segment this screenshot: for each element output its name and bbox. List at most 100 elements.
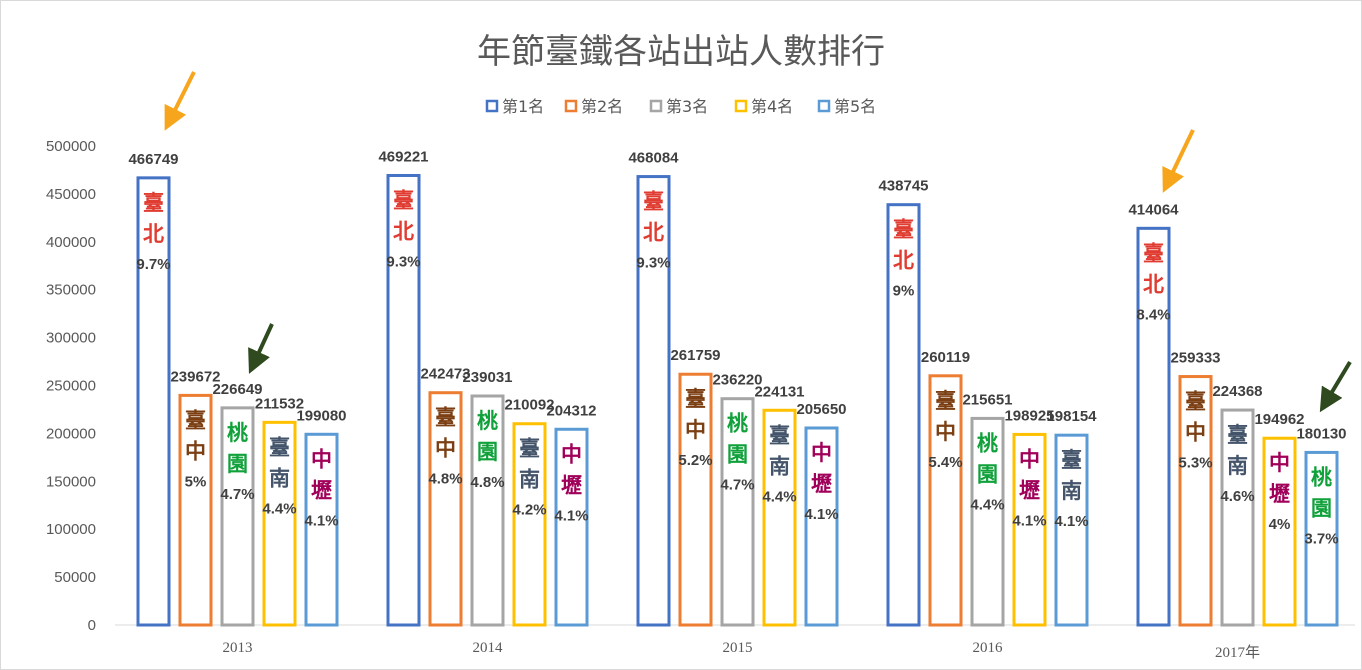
station-label: 中 [561,442,582,466]
bars: 466749臺北9.7%469221臺北9.3%468084臺北9.3%4387… [128,148,1347,627]
bar [762,408,797,627]
value-label: 468084 [628,150,679,167]
station-label: 北 [143,222,164,246]
bar [262,420,297,627]
share-label: 4.4% [970,496,1004,513]
share-label: 4.1% [304,512,338,529]
station-label: 臺 [393,188,414,212]
legend-label: 第3名 [666,97,708,116]
annotation-arrows [164,71,1352,413]
bar [636,175,671,627]
bar [678,372,713,627]
station-label: 北 [393,219,414,243]
value-label: 469221 [378,148,428,165]
value-label: 242473 [420,366,470,383]
station-label: 臺 [185,408,206,432]
y-tick-label: 500000 [46,138,96,155]
station-label: 壢 [561,473,582,497]
bar [136,176,171,627]
bar [720,397,755,627]
station-label: 臺 [435,406,456,430]
bar [386,173,421,627]
station-label: 北 [1143,272,1164,296]
station-label: 臺 [685,387,706,411]
station-label: 臺 [769,423,790,447]
share-label: 5.2% [678,452,712,469]
bar [1136,226,1171,627]
value-label: 438745 [878,178,928,195]
station-label: 園 [477,440,498,464]
legend-swatch [649,99,663,113]
legend-label: 第2名 [581,97,623,116]
share-label: 5% [185,473,207,490]
y-axis: 0 50000 100000 150000 200000 250000 300000 3500… [46,138,96,634]
share-label: 4.4% [262,500,296,517]
annotation-arrow [1162,129,1195,193]
share-label: 9.3% [636,255,670,272]
legend-label: 第4名 [751,97,793,116]
station-label: 桃 [227,421,248,445]
share-label: 9% [893,283,915,300]
station-label: 園 [977,462,998,486]
station-label: 中 [811,441,832,465]
legend-swatch [734,99,748,113]
station-label: 南 [769,454,790,478]
station-label: 壢 [1269,482,1290,506]
y-tick-label: 50000 [54,569,96,586]
value-label: 194962 [1254,411,1304,428]
value-label: 215651 [962,391,1012,408]
legend-swatch [817,99,831,113]
bar [470,394,505,627]
bar [886,203,921,627]
bar [928,374,963,627]
value-label: 226649 [212,381,262,398]
share-label: 9.3% [386,253,420,270]
value-label: 211532 [255,395,304,412]
y-tick-label: 0 [88,617,96,634]
bar [1304,450,1339,627]
share-label: 9.7% [136,256,170,273]
bar [1012,432,1047,627]
x-tick-label: 2013 [223,640,253,656]
station-label: 臺 [935,389,956,413]
share-label: 4.1% [804,506,838,523]
station-label: 臺 [1185,390,1206,414]
station-label: 中 [935,420,956,444]
legend-swatch [485,99,499,113]
share-label: 4.2% [512,502,546,519]
station-label: 臺 [269,435,290,459]
station-label: 中 [1019,447,1040,471]
bar [1262,436,1297,627]
value-label: 259333 [1170,350,1220,367]
share-label: 3.7% [1304,530,1338,547]
y-tick-label: 400000 [46,234,96,251]
station-label: 臺 [643,190,664,214]
bar [554,427,589,627]
bar [1054,433,1089,627]
station-label: 南 [519,468,540,492]
value-label: 204312 [546,402,596,419]
share-label: 5.4% [928,454,962,471]
x-tick-label: 2014 [473,640,504,656]
share-label: 5.3% [1178,455,1212,472]
annotation-arrow [164,71,196,131]
share-label: 4.7% [720,477,754,494]
station-label: 中 [185,439,206,463]
bar [804,426,839,627]
bar [1178,375,1213,627]
x-axis: 2013 2014 2015 2016 2017年 [223,640,1261,661]
value-label: 414064 [1128,201,1179,218]
value-label: 198925 [1004,407,1054,424]
x-tick-label: 2015 [723,640,753,656]
y-tick-label: 100000 [46,521,96,538]
station-label: 臺 [1227,423,1248,447]
bar [512,422,547,627]
station-label: 壢 [811,472,832,496]
x-tick-label: 2017年 [1215,644,1260,661]
share-label: 4.4% [762,488,796,505]
y-tick-label: 150000 [46,473,96,490]
station-label: 園 [227,452,248,476]
share-label: 4.1% [1012,512,1046,529]
value-label: 224368 [1212,383,1262,400]
